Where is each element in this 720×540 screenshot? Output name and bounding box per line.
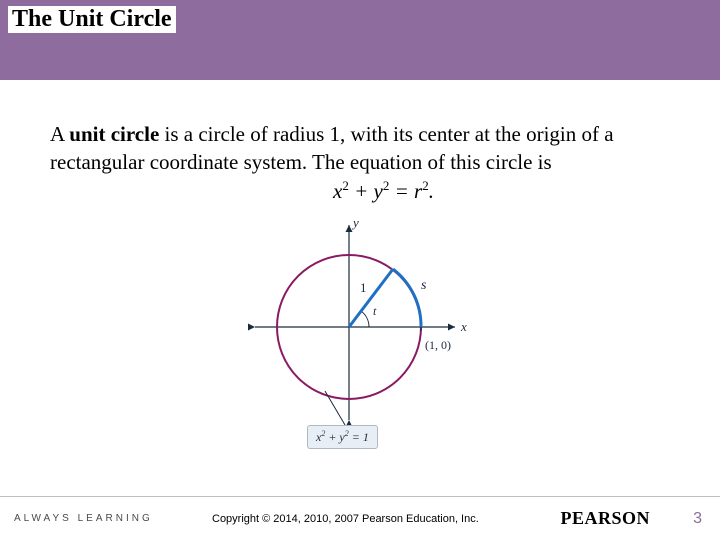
equation-box: x2 + y2 = 1 <box>307 425 378 449</box>
axis-label-x: x <box>460 319 467 334</box>
label-point-1-0: (1, 0) <box>425 338 451 352</box>
label-s: s <box>421 278 427 293</box>
label-t: t <box>373 304 377 318</box>
radius-line <box>349 269 393 327</box>
body-bold: unit circle <box>69 122 159 146</box>
title-bar: The Unit Circle <box>0 0 720 80</box>
copyright-text: Copyright © 2014, 2010, 2007 Pearson Edu… <box>212 513 479 525</box>
axis-label-y: y <box>351 215 359 230</box>
eqbox-pointer <box>325 391 345 425</box>
angle-arc-t <box>361 311 369 327</box>
slide-number: 3 <box>693 510 702 528</box>
body-prefix: A <box>50 122 69 146</box>
circle-equation: x2 + y2 = r2. <box>333 178 434 204</box>
footer: ALWAYS LEARNING Copyright © 2014, 2010, … <box>0 496 720 540</box>
unit-circle-diagram: 1 s t (1, 0) x y x2 + y2 = 1 <box>245 215 475 450</box>
diagram-svg: 1 s t (1, 0) x y <box>245 215 475 450</box>
slide-title: The Unit Circle <box>8 6 176 33</box>
pearson-logo: PEARSON <box>560 508 650 529</box>
body-paragraph: A unit circle is a circle of radius 1, w… <box>50 120 680 177</box>
label-one: 1 <box>360 280 367 295</box>
always-learning-text: ALWAYS LEARNING <box>14 513 153 524</box>
arc-s <box>393 269 421 327</box>
